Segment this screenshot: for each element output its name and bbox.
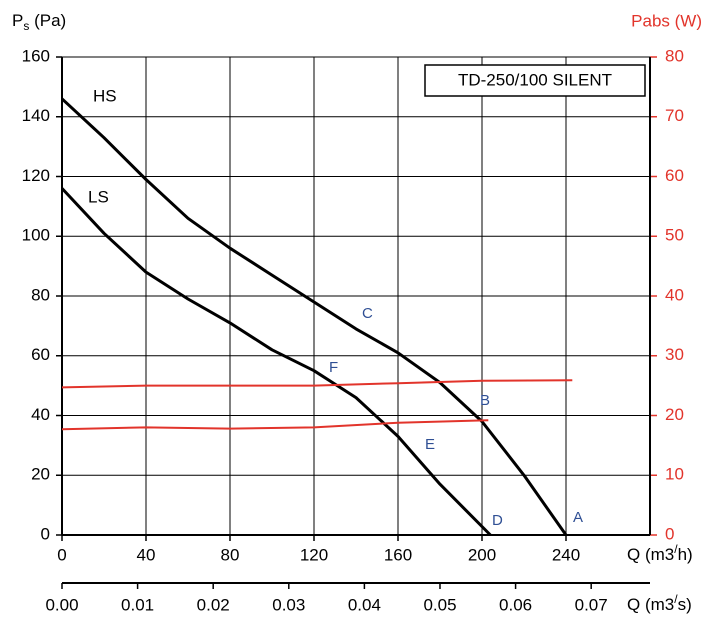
x2-tick-label: 0.02: [197, 595, 230, 614]
x2-tick-label: 0.04: [348, 595, 381, 614]
y2-tick-label: 60: [665, 166, 684, 185]
series-label: LS: [88, 187, 109, 206]
x2-tick-label: 0.05: [423, 595, 456, 614]
curve: [60, 97, 568, 536]
y2-tick-label: 0: [665, 524, 674, 543]
x-tick-label: 120: [300, 545, 328, 564]
point-label: C: [362, 305, 373, 322]
x-tick-label: 80: [221, 545, 240, 564]
series-label: HS: [93, 86, 117, 105]
x-axis-label: Q (m3/h): [627, 542, 693, 564]
x-tick-label: 0: [57, 545, 66, 564]
curve: [60, 187, 492, 537]
y2-tick-label: 20: [665, 405, 684, 424]
x-tick-label: 160: [384, 545, 412, 564]
y-tick-label: 140: [22, 106, 50, 125]
chart-title: TD-250/100 SILENT: [458, 70, 612, 89]
y-tick-label: 0: [41, 524, 50, 543]
y-tick-label: 40: [31, 405, 50, 424]
x2-axis-label: Q (m3/s): [627, 592, 692, 614]
x2-tick-label: 0.01: [121, 595, 154, 614]
y2-tick-label: 30: [665, 345, 684, 364]
title-box: [424, 64, 646, 97]
y2-tick-label: 80: [665, 46, 684, 65]
y2-tick-label: 40: [665, 285, 684, 304]
y2-tick-label: 70: [665, 106, 684, 125]
y-tick-label: 100: [22, 226, 50, 245]
y-tick-label: 60: [31, 345, 50, 364]
y-axis-label: Ps (Pa): [12, 11, 66, 33]
curve: [61, 379, 573, 389]
x-tick-label: 240: [552, 545, 580, 564]
x2-tick-label: 0.03: [272, 595, 305, 614]
x-tick-label: 200: [468, 545, 496, 564]
x-tick-label: 40: [137, 545, 156, 564]
x2-tick-label: 0.00: [45, 595, 78, 614]
y2-tick-label: 10: [665, 465, 684, 484]
y2-tick-label: 50: [665, 226, 684, 245]
point-label: E: [425, 436, 435, 453]
y-tick-label: 160: [22, 46, 50, 65]
point-label: D: [492, 512, 503, 529]
y-tick-label: 80: [31, 285, 50, 304]
y-tick-label: 120: [22, 166, 50, 185]
point-label: A: [573, 509, 583, 526]
x2-tick-label: 0.07: [575, 595, 608, 614]
point-label: B: [480, 392, 490, 409]
y-tick-label: 20: [31, 465, 50, 484]
point-label: F: [329, 359, 338, 376]
y2-axis-label: Pabs (W): [631, 11, 702, 30]
curve: [61, 419, 489, 431]
x2-tick-label: 0.06: [499, 595, 532, 614]
